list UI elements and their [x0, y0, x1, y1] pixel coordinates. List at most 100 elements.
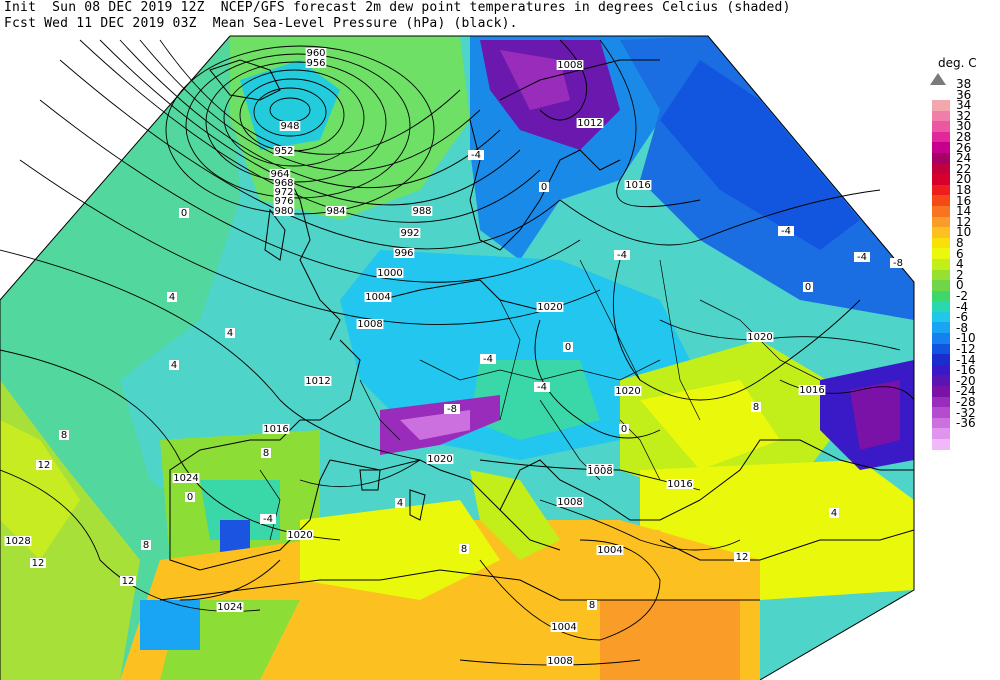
isobar-label-background: [798, 385, 826, 395]
isobar-label-background: [426, 454, 454, 464]
dewpoint-label: 0: [621, 424, 627, 435]
dewpoint-labels: 0 4 4 8 12 12 8 -4 0 -4 4 8 -4 0 -4 -8 0 -4 0 4 8 8 12 4 -4 -8 0 -4…: [30, 150, 906, 611]
isobar-label-background: [596, 545, 624, 555]
legend-swatch: [932, 311, 950, 323]
legend-tick-label: -20: [956, 373, 976, 388]
legend-tick-label: 34: [956, 98, 972, 113]
legend-swatch: [932, 110, 950, 122]
isobar-label-background: [364, 292, 392, 302]
isobar-label: 1020: [427, 454, 452, 465]
isobar-label: 964: [270, 169, 289, 180]
isobar-label-background: [262, 424, 290, 434]
dewpoint-label: -4: [617, 250, 627, 261]
dewpoint-label-background: [444, 404, 460, 414]
legend-swatch: [932, 386, 950, 397]
legend-up-arrow-icon: [930, 73, 946, 85]
legend-swatch: [932, 364, 950, 376]
dewpoint-label-background: [167, 292, 177, 302]
legend-swatch: [932, 100, 950, 111]
header-init-line: Init Sun 08 DEC 2019 12Z NCEP/GFS foreca…: [4, 0, 791, 15]
dewpoint-label: 4: [397, 498, 403, 509]
legend-tick-label: -14: [956, 352, 976, 367]
dewpoint-label: 0: [187, 492, 193, 503]
legend-tick-label: -8: [956, 320, 968, 335]
isobar-label-background: [586, 466, 614, 476]
isobar-label: 1020: [287, 530, 312, 541]
isobar-label-background: [273, 178, 295, 188]
dewpoint-label: 0: [541, 182, 547, 193]
legend-tick-label: 28: [956, 130, 972, 144]
dewpoint-label: 4: [171, 360, 177, 371]
legend-swatch: [932, 354, 950, 365]
isobar-label: 1008: [557, 497, 582, 508]
isobar-label-background: [4, 536, 32, 546]
isobar-label-background: [304, 376, 332, 386]
legend-swatch: [932, 290, 950, 302]
legend-swatch: [932, 205, 950, 217]
legend-swatch: [932, 216, 950, 228]
dewpoint-label: -8: [893, 258, 903, 269]
dewpoint-label: 8: [589, 600, 595, 611]
dewpoint-label: 4: [227, 328, 233, 339]
isobar-label-background: [376, 268, 404, 278]
isobar-label-background: [546, 656, 574, 666]
legend-tick-label: -16: [956, 363, 976, 378]
dewpoint-label: 0: [181, 208, 187, 219]
legend-swatch: [932, 184, 950, 196]
legend-swatch: [932, 396, 950, 408]
isobar-label-background: [273, 146, 295, 156]
legend-tick-label: 12: [956, 214, 972, 229]
legend-tick-label: 6: [956, 246, 964, 261]
dewpoint-label: 4: [831, 508, 837, 519]
isobar-label-background: [279, 121, 301, 131]
isobar-label-background: [411, 206, 433, 216]
dewpoint-label-background: [778, 226, 794, 236]
isobar-label: 1008: [357, 319, 382, 330]
isobar-label: 1004: [551, 622, 576, 633]
legend-tick-label: -6: [956, 310, 968, 325]
legend-tick-label: 2: [956, 267, 964, 282]
legend-tick-label: 0: [956, 278, 964, 293]
dewpoint-label-background: [534, 382, 550, 392]
legend-swatch: [932, 343, 950, 355]
dewpoint-label-background: [468, 150, 484, 160]
header-forecast-line: Fcst Wed 11 DEC 2019 03Z Mean Sea-Level …: [4, 16, 518, 31]
legend-tick-label: 16: [956, 193, 972, 208]
isobar-label-background: [556, 60, 584, 70]
dewpoint-label: -4: [263, 514, 273, 525]
isobar-label: 960: [306, 48, 325, 59]
legend-tick-label: -12: [956, 342, 976, 356]
dewpoint-label: 12: [122, 576, 135, 587]
isobar-label-background: [325, 206, 347, 216]
isobar-label: 952: [274, 146, 293, 157]
legend-tick-label: -10: [956, 331, 976, 346]
legend-swatch: [932, 142, 950, 153]
legend-tick-label: 22: [956, 161, 972, 176]
legend-tick-label: -32: [956, 405, 976, 420]
legend-swatch: [932, 227, 950, 238]
legend-swatch: [932, 333, 950, 344]
isobar-label: 976: [274, 196, 293, 207]
isobar-label: 1012: [305, 376, 330, 387]
isobar-label-background: [216, 602, 244, 612]
dewpoint-label: 8: [753, 402, 759, 413]
isobar-label: 956: [306, 58, 325, 69]
dewpoint-label: 4: [169, 292, 175, 303]
isobar-label-background: [273, 196, 295, 206]
legend-tick-label: 32: [956, 108, 972, 123]
legend-tick-label: -28: [956, 395, 976, 409]
isobar-label-background: [624, 180, 652, 190]
isobar-label: 992: [400, 228, 419, 239]
dewpoint-label-background: [141, 540, 151, 550]
dewpoint-label: -4: [471, 150, 481, 161]
legend-swatch: [932, 131, 950, 143]
legend-swatch: [932, 375, 950, 387]
isobar-label-background: [666, 479, 694, 489]
dewpoint-label-background: [225, 328, 235, 338]
isobar-label: 1028: [5, 536, 30, 547]
dewpoint-label-background: [619, 424, 629, 434]
legend-tick-label: 30: [956, 119, 972, 134]
dewpoint-label-background: [734, 552, 750, 562]
isobar-label: 1000: [377, 268, 402, 279]
isobar-label: 1008: [557, 60, 582, 71]
